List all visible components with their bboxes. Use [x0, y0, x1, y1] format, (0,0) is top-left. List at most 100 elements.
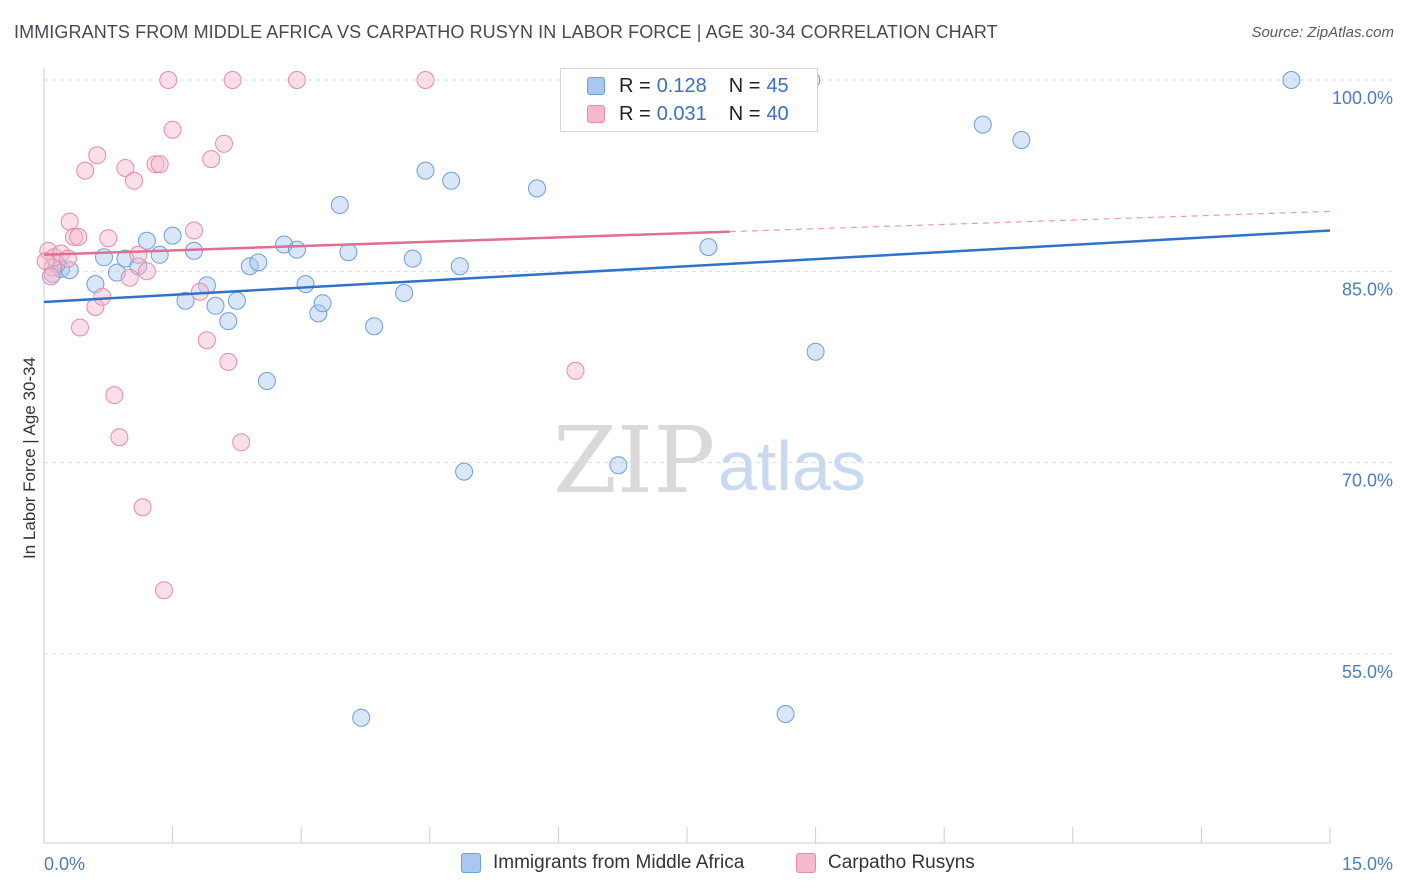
data-point	[125, 171, 143, 190]
data-point	[60, 212, 79, 231]
r-label: R =	[619, 74, 651, 97]
trend-line	[43, 229, 1331, 304]
data-point	[69, 227, 88, 246]
data-point	[197, 331, 216, 350]
trend-lines	[43, 210, 1331, 304]
chart-title: IMMIGRANTS FROM MIDDLE AFRICA VS CARPATH…	[14, 22, 998, 42]
data-point	[155, 581, 173, 600]
data-point	[150, 155, 169, 174]
watermark-zip: ZIP	[553, 407, 715, 514]
data-point	[442, 171, 461, 190]
axes	[43, 68, 1331, 844]
legend-swatch-pink	[796, 853, 816, 873]
data-point	[137, 262, 156, 281]
legend-label: Carpatho Rusyns	[828, 852, 975, 873]
data-point	[339, 243, 358, 262]
series-carpatho-rusyns	[36, 71, 585, 600]
data-point	[76, 161, 95, 180]
data-point	[1282, 71, 1301, 89]
n-value: 45	[766, 74, 789, 97]
data-point	[330, 196, 349, 214]
data-point	[699, 238, 718, 257]
data-point	[99, 229, 118, 248]
y-tick-labels: 55.0% 70.0% 85.0% 100.0%	[1332, 88, 1393, 682]
gridlines	[44, 79, 1392, 655]
series-legend: Immigrants from Middle Africa Carpatho R…	[0, 852, 1406, 878]
x-tick-label: 15.0%	[1342, 854, 1393, 874]
watermark: ZIP atlas	[553, 407, 866, 514]
legend-swatch-blue	[461, 853, 481, 873]
data-point	[159, 71, 178, 89]
data-point	[450, 257, 469, 276]
data-point	[65, 227, 83, 246]
data-point	[455, 462, 474, 481]
data-point	[309, 304, 328, 323]
r-value: 0.031	[656, 102, 707, 125]
n-label: N =	[728, 102, 761, 125]
data-point	[137, 231, 156, 250]
data-point	[257, 372, 276, 390]
data-point	[185, 221, 203, 240]
data-point	[1012, 131, 1031, 149]
y-tick-label: 100.0%	[1332, 88, 1393, 108]
data-point	[110, 428, 129, 447]
data-point	[365, 317, 384, 336]
legend-item-middle-africa[interactable]: Immigrants from Middle Africa	[461, 852, 744, 874]
data-point	[403, 249, 422, 268]
data-points	[36, 71, 1301, 727]
data-point	[609, 456, 628, 475]
data-point	[176, 291, 195, 310]
source-credit: Source: ZipAtlas.com	[1251, 24, 1394, 41]
data-point	[93, 287, 112, 306]
data-point	[232, 433, 251, 452]
data-point	[71, 318, 89, 337]
stats-legend: R = 0.128 N = 45 R = 0.031 N = 40	[560, 68, 818, 132]
trend-line-extrapolated	[729, 210, 1331, 233]
data-point	[227, 291, 246, 310]
data-point	[219, 312, 238, 331]
data-point	[41, 267, 60, 286]
data-point	[133, 498, 152, 517]
data-point	[287, 71, 306, 89]
data-point	[296, 275, 315, 294]
data-point	[776, 705, 795, 723]
data-point	[566, 361, 585, 380]
y-tick-label: 85.0%	[1342, 279, 1393, 299]
n-label: N =	[728, 74, 761, 97]
legend-swatch-blue	[587, 77, 605, 95]
data-point	[287, 240, 306, 259]
x-tick-labels: 0.0% 15.0%	[44, 854, 1393, 874]
data-point	[313, 294, 332, 313]
data-point	[215, 134, 233, 153]
data-point	[206, 296, 225, 315]
legend-swatch-pink	[587, 105, 605, 123]
y-tick-label: 70.0%	[1342, 471, 1393, 491]
data-point	[88, 146, 107, 165]
watermark-atlas: atlas	[718, 427, 866, 505]
r-value: 0.128	[656, 74, 707, 97]
data-point	[150, 245, 169, 264]
legend-row-middle-africa: R = 0.128 N = 45	[587, 74, 789, 98]
data-point	[146, 155, 165, 174]
r-label: R =	[619, 102, 651, 125]
data-point	[240, 257, 259, 276]
legend-item-carpatho-rusyns[interactable]: Carpatho Rusyns	[796, 852, 975, 874]
data-point	[223, 71, 242, 89]
data-point	[528, 179, 546, 198]
data-point	[129, 245, 148, 264]
data-point	[163, 226, 182, 245]
data-point	[416, 161, 435, 180]
data-point	[416, 71, 435, 89]
x-tick-label: 0.0%	[44, 854, 85, 874]
series-middle-africa	[43, 71, 1301, 727]
y-tick-label: 55.0%	[1342, 662, 1393, 682]
trend-line	[43, 230, 730, 257]
data-point	[973, 115, 992, 134]
legend-label: Immigrants from Middle Africa	[493, 852, 745, 873]
data-point	[163, 120, 182, 139]
data-point	[105, 386, 124, 405]
data-point	[249, 253, 268, 272]
data-point	[116, 159, 135, 177]
data-point	[202, 150, 221, 169]
